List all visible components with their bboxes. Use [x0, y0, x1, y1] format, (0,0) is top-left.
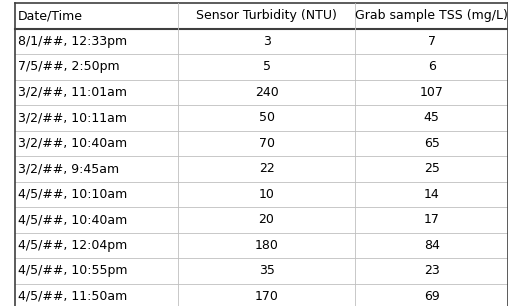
Text: 107: 107 — [420, 86, 443, 99]
Bar — [15, 131, 508, 156]
Bar — [15, 258, 508, 284]
Text: Grab sample TSS (mg/L): Grab sample TSS (mg/L) — [355, 9, 508, 22]
Text: 10: 10 — [259, 188, 274, 201]
Text: 3: 3 — [263, 35, 270, 48]
Text: 3/2/##, 10:11am: 3/2/##, 10:11am — [18, 111, 126, 124]
Text: 170: 170 — [255, 290, 278, 303]
Text: 4/5/##, 10:10am: 4/5/##, 10:10am — [18, 188, 127, 201]
Bar — [15, 156, 508, 181]
Text: Date/Time: Date/Time — [18, 9, 83, 22]
Bar — [15, 54, 508, 80]
Text: 84: 84 — [424, 239, 439, 252]
Text: 50: 50 — [259, 111, 274, 124]
Text: 70: 70 — [259, 137, 274, 150]
Text: 4/5/##, 10:40am: 4/5/##, 10:40am — [18, 213, 127, 226]
Text: 4/5/##, 11:50am: 4/5/##, 11:50am — [18, 290, 127, 303]
Text: 5: 5 — [263, 60, 271, 73]
Text: 35: 35 — [259, 264, 274, 277]
Bar — [15, 105, 508, 131]
Text: 17: 17 — [424, 213, 439, 226]
Text: 45: 45 — [424, 111, 439, 124]
Text: 8/1/##, 12:33pm: 8/1/##, 12:33pm — [18, 35, 127, 48]
Text: 25: 25 — [424, 162, 439, 175]
Bar — [15, 284, 508, 306]
Bar — [15, 181, 508, 207]
Bar — [15, 3, 508, 28]
Text: 69: 69 — [424, 290, 439, 303]
Text: 14: 14 — [424, 188, 439, 201]
Text: 180: 180 — [255, 239, 278, 252]
Text: 3/2/##, 11:01am: 3/2/##, 11:01am — [18, 86, 126, 99]
Text: 65: 65 — [424, 137, 439, 150]
Text: 7/5/##, 2:50pm: 7/5/##, 2:50pm — [18, 60, 119, 73]
Text: 20: 20 — [259, 213, 274, 226]
Text: 6: 6 — [428, 60, 435, 73]
Text: 4/5/##, 10:55pm: 4/5/##, 10:55pm — [18, 264, 127, 277]
Text: 3/2/##, 10:40am: 3/2/##, 10:40am — [18, 137, 127, 150]
Text: 3/2/##, 9:45am: 3/2/##, 9:45am — [18, 162, 119, 175]
Text: 23: 23 — [424, 264, 439, 277]
Text: 22: 22 — [259, 162, 274, 175]
Text: 240: 240 — [255, 86, 278, 99]
Bar — [15, 80, 508, 105]
Text: Sensor Turbidity (NTU): Sensor Turbidity (NTU) — [196, 9, 337, 22]
Text: 4/5/##, 12:04pm: 4/5/##, 12:04pm — [18, 239, 127, 252]
Bar — [15, 28, 508, 54]
Bar — [15, 207, 508, 233]
Text: 7: 7 — [428, 35, 436, 48]
Bar — [15, 233, 508, 258]
